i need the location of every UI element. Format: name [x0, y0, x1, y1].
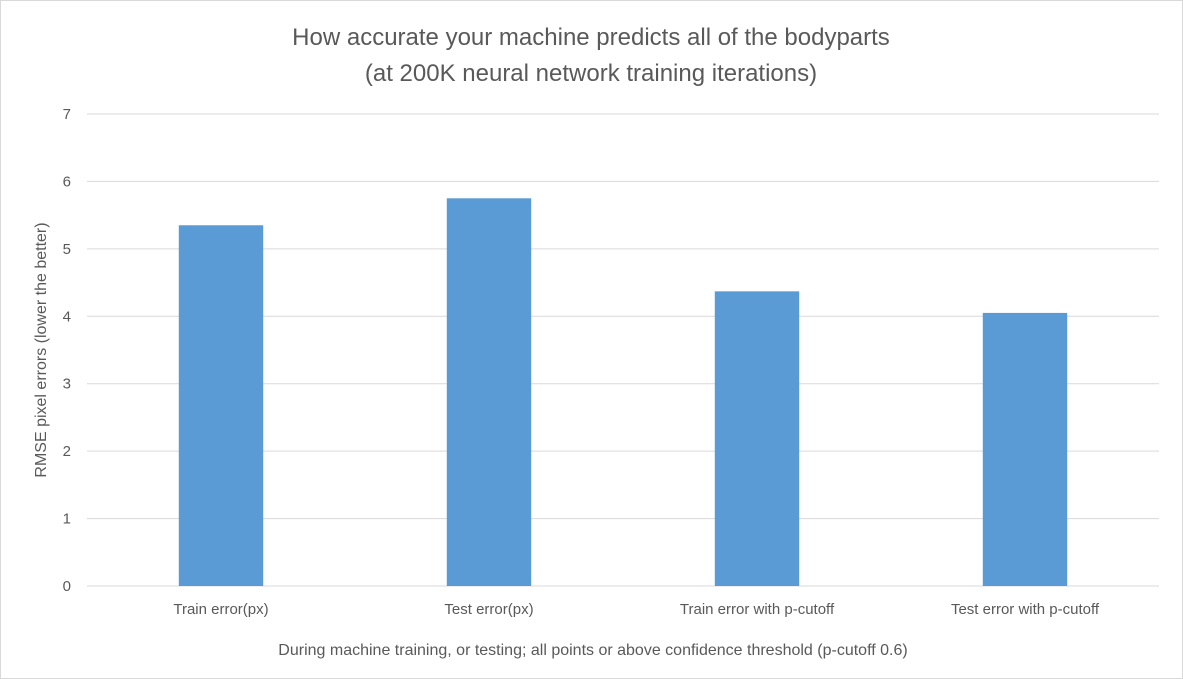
x-tick-label: Train error(px)	[173, 601, 268, 618]
y-tick-label: 0	[63, 578, 71, 595]
y-tick-label: 2	[63, 443, 71, 460]
x-tick-label: Test error(px)	[444, 601, 533, 618]
y-tick-label: 4	[63, 308, 71, 325]
chart-title-line-1: How accurate your machine predicts all o…	[292, 24, 890, 51]
y-tick-label: 7	[63, 106, 71, 123]
x-axis-ticks: Train error(px) Test error(px) Train error…	[173, 601, 1100, 618]
bars	[178, 198, 1068, 587]
y-tick-label: 3	[63, 376, 71, 393]
gridlines	[87, 113, 1159, 587]
y-axis-ticks: 0 1 2 3 4 5 6 7	[63, 106, 71, 595]
y-axis-title: RMSE pixel errors (lower the better)	[33, 222, 50, 477]
x-tick-label: Test error with p-cutoff	[951, 601, 1100, 618]
y-tick-label: 5	[63, 241, 71, 258]
chart-title-line-2: (at 200K neural network training iterati…	[365, 60, 817, 87]
y-tick-label: 1	[63, 511, 71, 528]
x-axis-title: During machine training, or testing; all…	[278, 642, 907, 659]
bar	[178, 225, 264, 586]
bar	[982, 312, 1068, 586]
x-tick-label: Train error with p-cutoff	[680, 601, 835, 618]
bar	[446, 198, 532, 587]
bar	[714, 291, 800, 586]
y-tick-label: 6	[63, 173, 71, 190]
